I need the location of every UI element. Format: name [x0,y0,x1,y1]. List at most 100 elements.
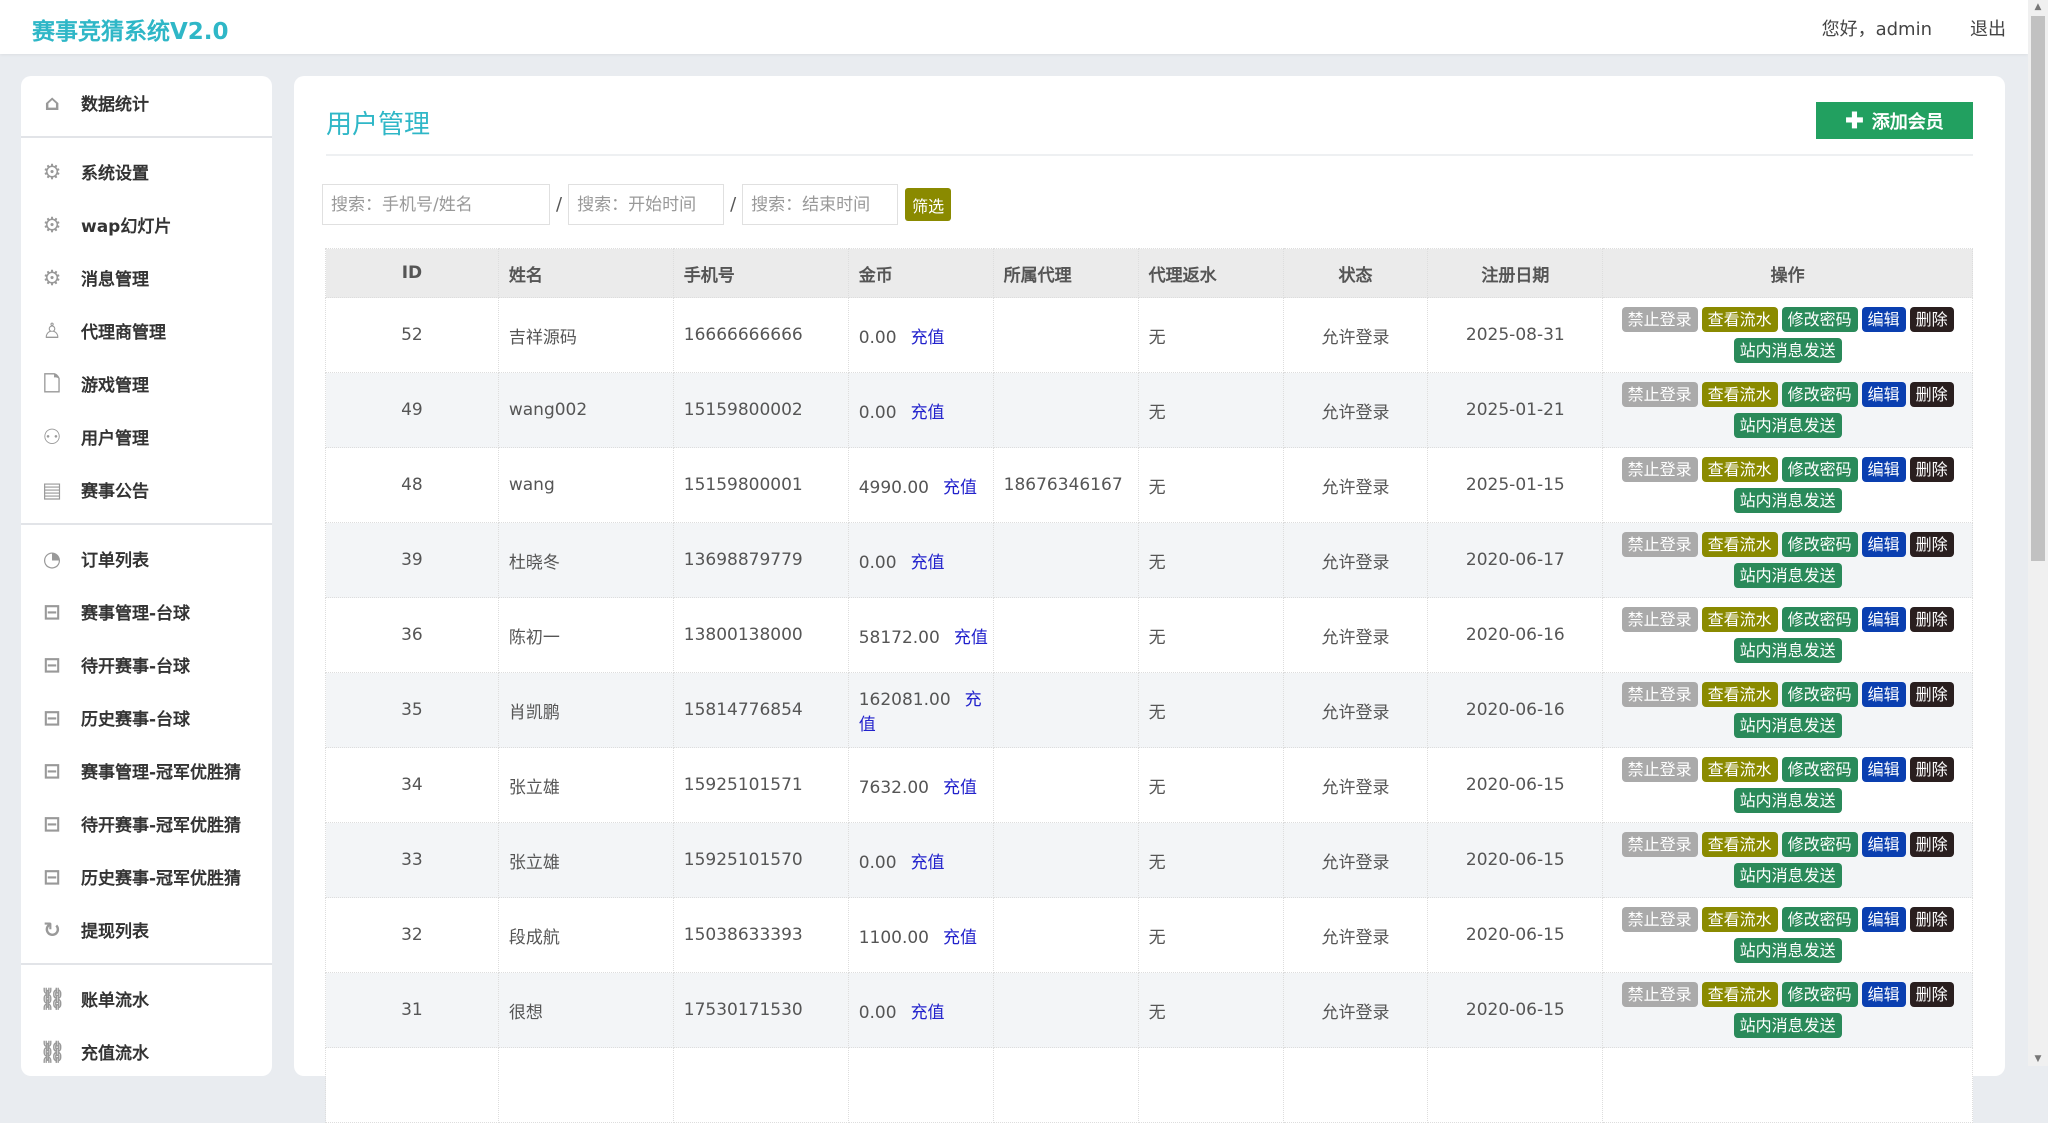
sidebar-item-1-0[interactable]: ⚙ 系统设置 [21,145,272,198]
action-button-1[interactable]: 查看流水 [1701,682,1778,707]
action-button-1[interactable]: 查看流水 [1701,757,1778,782]
action-button-3[interactable]: 编辑 [1861,457,1906,482]
sidebar-item-2-2[interactable]: ⊟ 待开赛事-台球 [21,638,272,691]
recharge-link[interactable]: 充值 [858,690,982,735]
action-button-1[interactable]: 查看流水 [1701,457,1778,482]
action-button-1[interactable]: 查看流水 [1701,607,1778,632]
scroll-down-icon[interactable]: ▼ [2034,1054,2042,1064]
scrollbar-thumb[interactable] [2031,16,2045,561]
action-button-0[interactable]: 禁止登录 [1621,832,1698,857]
action-button-5[interactable]: 站内消息发送 [1733,338,1842,363]
sidebar-item-1-6[interactable]: ▤ 赛事公告 [21,463,272,516]
action-button-1[interactable]: 查看流水 [1701,907,1778,932]
action-button-4[interactable]: 删除 [1909,382,1954,407]
action-button-0[interactable]: 禁止登录 [1621,457,1698,482]
add-member-button[interactable]: ✚ 添加会员 [1816,102,1973,139]
keyword-search-input[interactable] [322,184,550,225]
action-button-1[interactable]: 查看流水 [1701,832,1778,857]
recharge-link[interactable]: 充值 [943,927,978,948]
page-scrollbar[interactable]: ▲ ▼ [2028,0,2048,1066]
action-button-2[interactable]: 修改密码 [1781,907,1858,932]
sidebar-item-1-3[interactable]: ♙ 代理商管理 [21,304,272,357]
gold-value: 0.00 [858,327,897,348]
action-button-3[interactable]: 编辑 [1861,382,1906,407]
sidebar-item-2-7[interactable]: ↻ 提现列表 [21,903,272,956]
action-button-1[interactable]: 查看流水 [1701,382,1778,407]
recharge-link[interactable]: 充值 [910,852,945,873]
action-button-0[interactable]: 禁止登录 [1621,307,1698,332]
action-button-2[interactable]: 修改密码 [1781,307,1858,332]
sidebar-item-2-4[interactable]: ⊟ 赛事管理-冠军优胜猜 [21,744,272,797]
sidebar-item-1-1[interactable]: ⚙ wap幻灯片 [21,198,272,251]
recharge-link[interactable]: 充值 [910,552,945,573]
logout-link[interactable]: 退出 [1970,19,2006,40]
action-button-4[interactable]: 删除 [1909,307,1954,332]
recharge-link[interactable]: 充值 [910,402,945,423]
action-button-1[interactable]: 查看流水 [1701,307,1778,332]
action-button-3[interactable]: 编辑 [1861,307,1906,332]
action-button-0[interactable]: 禁止登录 [1621,757,1698,782]
sidebar-item-1-4[interactable]: 🗋 游戏管理 [21,357,272,410]
action-button-2[interactable]: 修改密码 [1781,832,1858,857]
action-button-0[interactable]: 禁止登录 [1621,532,1698,557]
action-button-1[interactable]: 查看流水 [1701,532,1778,557]
action-button-2[interactable]: 修改密码 [1781,982,1858,1007]
action-button-2[interactable]: 修改密码 [1781,382,1858,407]
action-button-5[interactable]: 站内消息发送 [1733,563,1842,588]
action-button-3[interactable]: 编辑 [1861,532,1906,557]
sidebar-item-1-2[interactable]: ⚙ 消息管理 [21,251,272,304]
action-button-2[interactable]: 修改密码 [1781,757,1858,782]
action-button-4[interactable]: 删除 [1909,457,1954,482]
recharge-link[interactable]: 充值 [943,777,978,798]
action-button-0[interactable]: 禁止登录 [1621,907,1698,932]
sidebar-item-1-5[interactable]: ⚇ 用户管理 [21,410,272,463]
action-button-4[interactable]: 删除 [1909,982,1954,1007]
sidebar-item-0-0[interactable]: ⌂ 数据统计 [21,76,272,129]
action-button-0[interactable]: 禁止登录 [1621,382,1698,407]
action-button-5[interactable]: 站内消息发送 [1733,788,1842,813]
action-button-4[interactable]: 删除 [1909,607,1954,632]
sidebar-item-2-0[interactable]: ◔ 订单列表 [21,532,272,585]
action-button-4[interactable]: 删除 [1909,832,1954,857]
sidebar-item-2-6[interactable]: ⊟ 历史赛事-冠军优胜猜 [21,850,272,903]
filter-button[interactable]: 筛选 [905,188,952,221]
action-button-2[interactable]: 修改密码 [1781,682,1858,707]
action-button-3[interactable]: 编辑 [1861,607,1906,632]
action-button-3[interactable]: 编辑 [1861,832,1906,857]
recharge-link[interactable]: 充值 [910,1002,945,1023]
recharge-link[interactable]: 充值 [943,477,978,498]
action-button-5[interactable]: 站内消息发送 [1733,863,1842,888]
sidebar-item-3-0[interactable]: ⛓ 账单流水 [21,972,272,1025]
action-button-2[interactable]: 修改密码 [1781,532,1858,557]
action-button-2[interactable]: 修改密码 [1781,457,1858,482]
action-button-0[interactable]: 禁止登录 [1621,982,1698,1007]
sidebar-item-2-3[interactable]: ⊟ 历史赛事-台球 [21,691,272,744]
action-button-5[interactable]: 站内消息发送 [1733,413,1842,438]
action-button-5[interactable]: 站内消息发送 [1733,488,1842,513]
end-time-input[interactable] [742,184,899,225]
sidebar-item-2-1[interactable]: ⊟ 赛事管理-台球 [21,585,272,638]
action-button-4[interactable]: 删除 [1909,682,1954,707]
action-button-5[interactable]: 站内消息发送 [1733,938,1842,963]
action-button-2[interactable]: 修改密码 [1781,607,1858,632]
action-button-4[interactable]: 删除 [1909,757,1954,782]
recharge-link[interactable]: 充值 [953,627,988,648]
sidebar-item-3-1[interactable]: ⛓ 充值流水 [21,1025,272,1078]
action-button-5[interactable]: 站内消息发送 [1733,713,1842,738]
action-button-4[interactable]: 删除 [1909,532,1954,557]
action-button-5[interactable]: 站内消息发送 [1733,638,1842,663]
sidebar-item-2-5[interactable]: ⊟ 待开赛事-冠军优胜猜 [21,797,272,850]
action-button-0[interactable]: 禁止登录 [1621,607,1698,632]
action-button-1[interactable]: 查看流水 [1701,982,1778,1007]
action-button-3[interactable]: 编辑 [1861,982,1906,1007]
start-time-input[interactable] [568,184,725,225]
cell-date: 2020-06-15 [1427,897,1604,973]
scroll-up-icon[interactable]: ▲ [2034,2,2042,12]
action-button-4[interactable]: 删除 [1909,907,1954,932]
action-button-3[interactable]: 编辑 [1861,907,1906,932]
action-button-5[interactable]: 站内消息发送 [1733,1013,1842,1038]
action-button-3[interactable]: 编辑 [1861,682,1906,707]
recharge-link[interactable]: 充值 [910,327,945,348]
action-button-3[interactable]: 编辑 [1861,757,1906,782]
action-button-0[interactable]: 禁止登录 [1621,682,1698,707]
